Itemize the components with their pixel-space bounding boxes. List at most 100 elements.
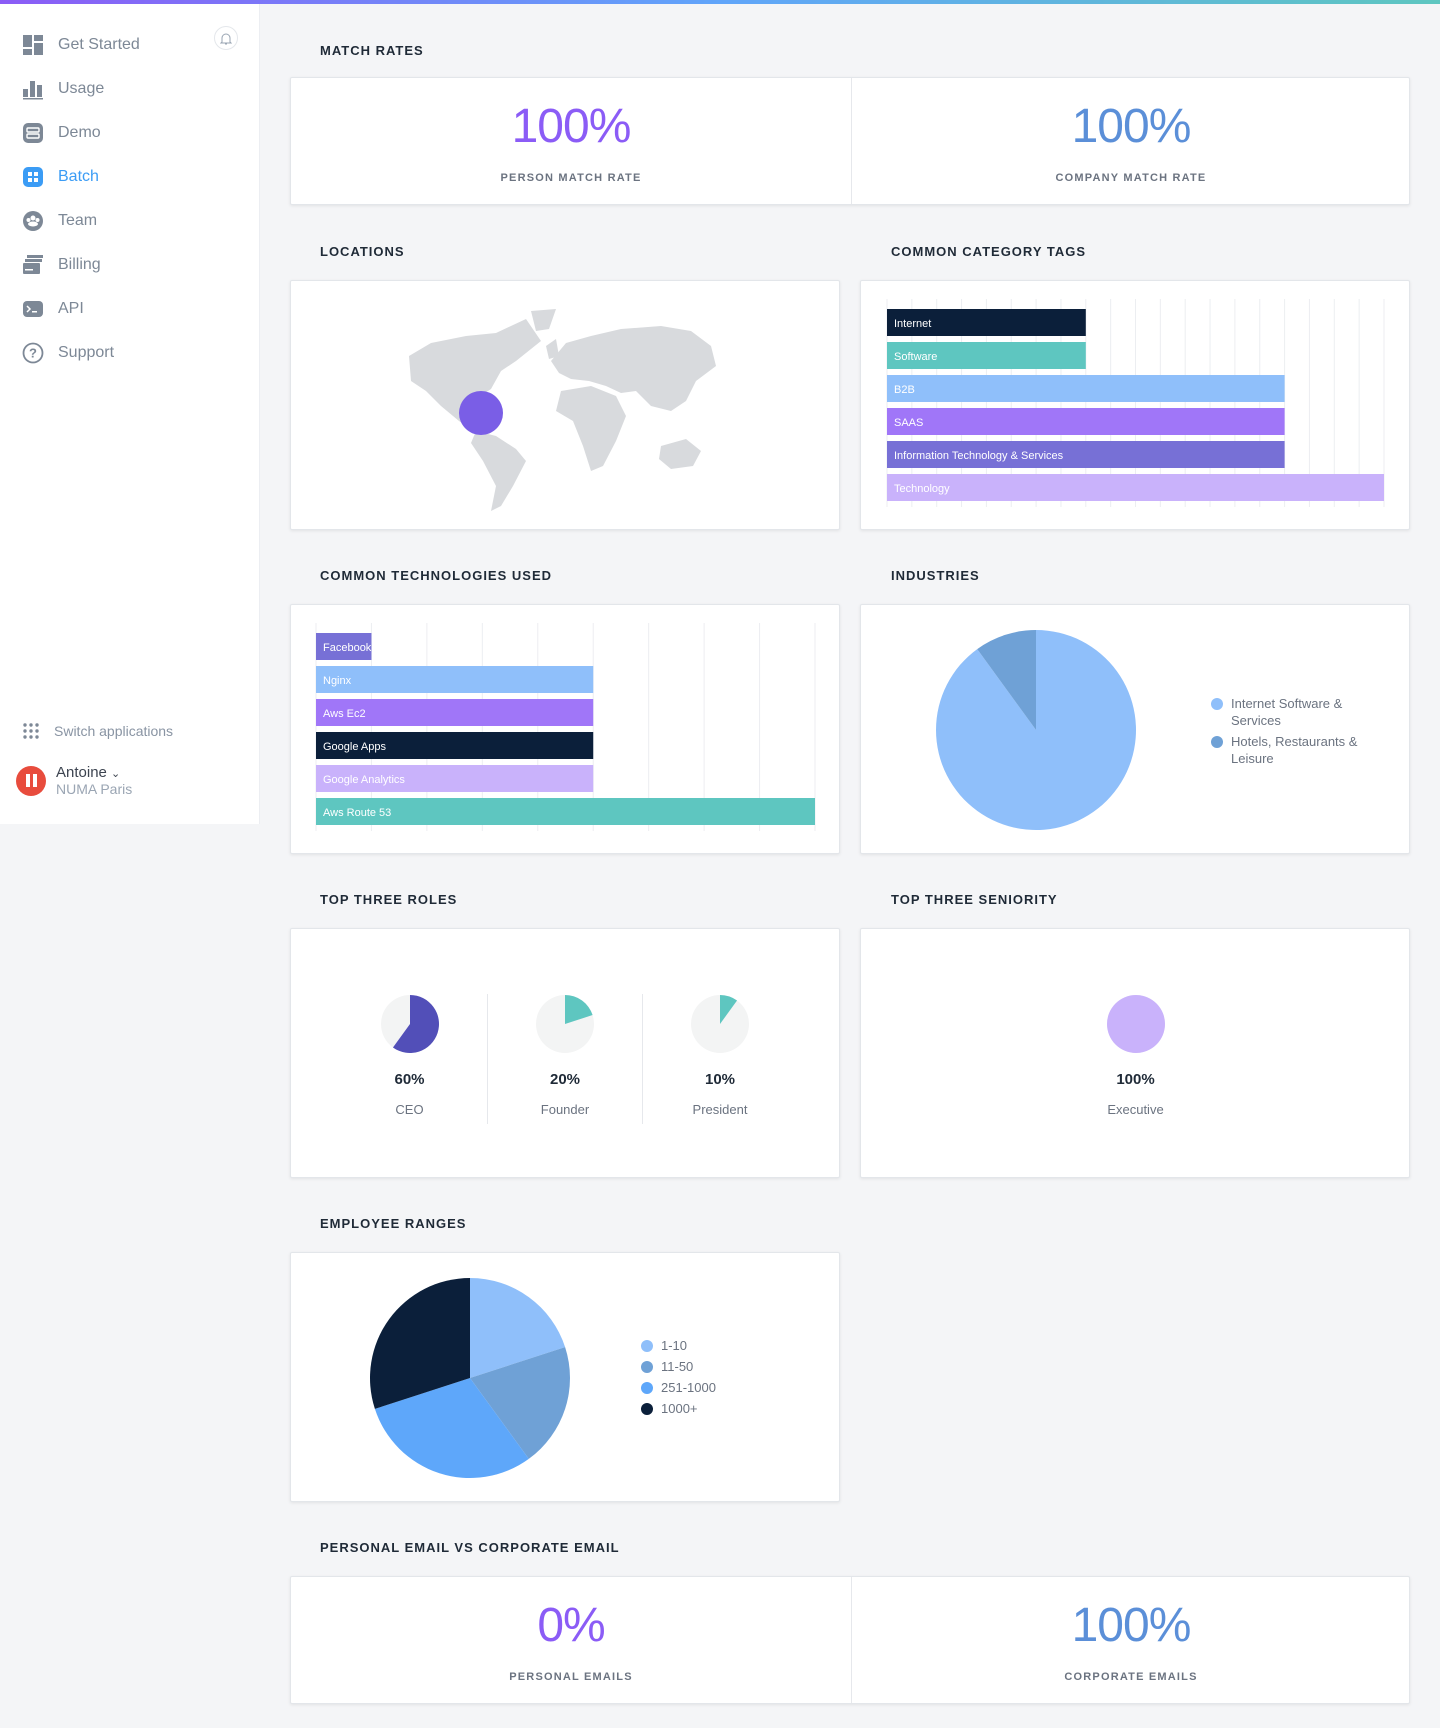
bar-label: Google Analytics [323, 774, 405, 786]
bar[interactable] [887, 441, 1285, 468]
terminal-icon [22, 298, 44, 320]
sidebar-item-support[interactable]: ? Support [22, 339, 114, 367]
pie-slice[interactable] [374, 1378, 529, 1478]
legend-item[interactable]: 1000+ [641, 1400, 791, 1417]
emails-title: PERSONAL EMAIL VS CORPORATE EMAIL [320, 1540, 620, 1555]
divider [851, 78, 852, 204]
bar[interactable] [887, 342, 1086, 369]
sidebar-item-label: Billing [58, 256, 101, 273]
bar[interactable] [887, 408, 1285, 435]
role-percent: 10% [704, 1071, 736, 1088]
role-name: President [692, 1102, 748, 1117]
match-rates-card: 100% PERSON MATCH RATE 100% COMPANY MATCH … [290, 77, 1410, 205]
category-tags-title: COMMON CATEGORY TAGS [891, 244, 1087, 259]
legend-item[interactable]: 11-50 [641, 1358, 791, 1375]
seniority-card: 100% Executive [860, 928, 1410, 1178]
bar-label: Nginx [323, 675, 352, 687]
technologies-chart: Facebook Nginx Aws Ec2 Google Apps Google An… [315, 623, 816, 831]
mini-pie [380, 995, 439, 1053]
sidebar-item-api[interactable]: API [22, 295, 84, 323]
divider [851, 1577, 852, 1703]
person-match-rate-label: PERSON MATCH RATE [500, 171, 642, 184]
bar-label: SAAS [894, 417, 923, 429]
locations-title: LOCATIONS [320, 244, 405, 259]
bar[interactable] [887, 375, 1285, 402]
bar[interactable] [887, 309, 1086, 336]
sidebar-item-usage[interactable]: Usage [22, 75, 104, 103]
pie-slice[interactable] [565, 995, 593, 1024]
role-name: Founder [540, 1102, 590, 1117]
role-item: 60% CEO [332, 994, 487, 1117]
sidebar-item-billing[interactable]: Billing [22, 251, 101, 279]
help-icon: ? [22, 342, 44, 364]
legend-item[interactable]: Hotels, Restaurants & Leisure [1211, 733, 1371, 767]
bar[interactable] [316, 732, 594, 759]
bar[interactable] [316, 765, 594, 792]
legend-item[interactable]: 251-1000 [641, 1379, 791, 1396]
legend-swatch [1211, 736, 1223, 748]
chevron-down-icon: ⌄ [111, 768, 121, 780]
pie-slice[interactable] [977, 630, 1036, 730]
sidebar-item-demo[interactable]: Demo [22, 119, 101, 147]
legend-swatch [641, 1361, 653, 1373]
bar-chart-icon [22, 78, 44, 100]
legend-item[interactable]: Internet Software & Services [1211, 695, 1371, 729]
industries-title: INDUSTRIES [891, 568, 980, 583]
sidebar-item-team[interactable]: Team [22, 207, 97, 235]
team-icon [22, 210, 44, 232]
legend-swatch [641, 1403, 653, 1415]
sidebar-item-label: Support [58, 344, 115, 361]
avatar [16, 765, 46, 796]
sidebar-item-label: Demo [58, 124, 101, 141]
category-tags-card: Internet Software B2B SAAS Information Techn… [860, 280, 1410, 530]
bar-label: B2B [894, 384, 915, 396]
bar[interactable] [316, 633, 372, 660]
employee-ranges-legend: 1-10 11-50 251-1000 1000+ [641, 1337, 791, 1421]
role-name: Executive [1107, 1102, 1164, 1117]
pie-slice[interactable] [720, 995, 738, 1024]
sidebar-item-get-started[interactable]: Get Started [22, 31, 140, 59]
emails-card: 0% PERSONAL EMAILS 100% CORPORATE EMAILS [290, 1576, 1410, 1704]
bar[interactable] [887, 474, 1384, 501]
bar-label: Information Technology & Services [894, 450, 1064, 462]
switch-applications-label: Switch applications [54, 723, 174, 739]
bar-label: Aws Ec2 [323, 708, 366, 720]
user-name: Antoine [56, 764, 107, 781]
match-rates-title: MATCH RATES [320, 43, 424, 58]
role-percent: 20% [549, 1071, 581, 1088]
sidebar-item-batch[interactable]: Batch [22, 163, 99, 191]
legend-swatch [1211, 698, 1223, 710]
bar-label: Google Apps [323, 741, 386, 753]
demo-icon [22, 122, 44, 144]
pie-slice[interactable] [392, 995, 439, 1053]
industries-legend: Internet Software & Services Hotels, Rest… [1211, 695, 1371, 771]
bar-label: Technology [894, 483, 950, 495]
employee-ranges-title: EMPLOYEE RANGES [320, 1216, 467, 1231]
notifications-bell-icon[interactable] [214, 26, 238, 50]
bar[interactable] [316, 699, 594, 726]
pie-slice[interactable] [370, 1278, 470, 1409]
legend-item[interactable]: 1-10 [641, 1337, 791, 1354]
roles-title: TOP THREE ROLES [320, 892, 458, 907]
location-marker[interactable] [459, 391, 503, 435]
locations-card [290, 280, 840, 530]
pie-slice[interactable] [691, 995, 749, 1053]
bar-label: Internet [894, 318, 931, 330]
company-match-rate-value: 100% [1071, 99, 1192, 153]
legend-label: 251-1000 [661, 1380, 716, 1395]
category-tags-chart: Internet Software B2B SAAS Information Techn… [886, 299, 1385, 507]
switch-applications-button[interactable]: Switch applications [22, 722, 173, 740]
bar[interactable] [316, 798, 815, 825]
personal-emails-value: 0% [537, 1598, 605, 1652]
technologies-title: COMMON TECHNOLOGIES USED [320, 568, 553, 583]
bar[interactable] [316, 666, 594, 693]
mini-pie [691, 995, 749, 1053]
role-item: 20% Founder [487, 994, 642, 1124]
pie-slice[interactable] [470, 1278, 566, 1378]
pie-slice[interactable] [470, 1347, 570, 1459]
user-menu[interactable]: Antoine ⌄ NUMA Paris [16, 764, 132, 797]
legend-label: 11-50 [661, 1359, 694, 1374]
legend-label: Internet Software & Services [1231, 696, 1343, 728]
legend-label: 1000+ [661, 1401, 698, 1416]
pie-slice[interactable] [1106, 995, 1165, 1053]
